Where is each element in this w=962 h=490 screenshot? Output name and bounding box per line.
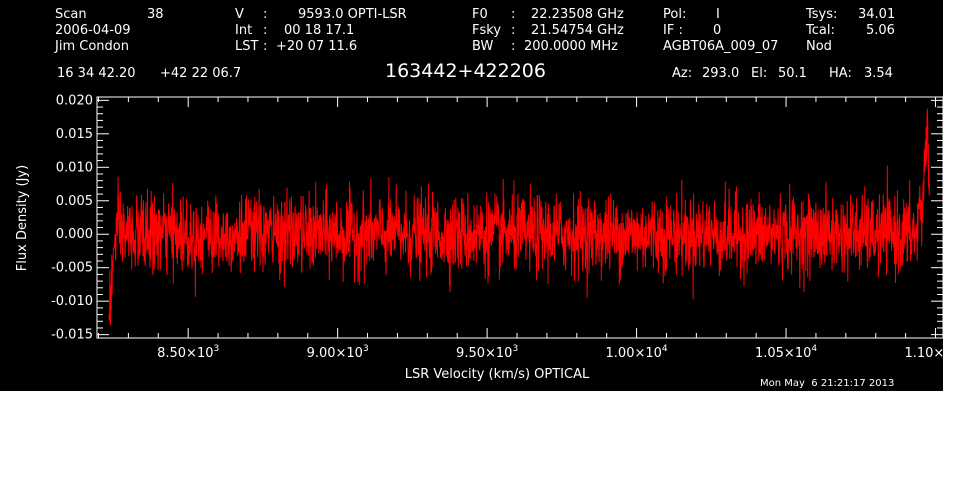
tcal-label: Tcal: xyxy=(806,23,835,38)
bw-label: BW xyxy=(472,39,494,54)
x-tick-label: 8.50×103 xyxy=(157,344,219,361)
y-tick-label: -0.010 xyxy=(51,294,93,309)
lst-label: LST xyxy=(235,39,259,54)
tcal-value: 5.06 xyxy=(866,23,895,38)
y-tick-label: 0.015 xyxy=(56,127,93,142)
y-tick-label: 0.000 xyxy=(56,227,93,242)
v-sep: : xyxy=(263,7,268,22)
int-value: 00 18 17.1 xyxy=(284,23,355,38)
if-label: IF : xyxy=(663,23,683,38)
spectrum-series-line xyxy=(108,108,930,326)
x-tick-label: 1.10×104 xyxy=(904,344,943,361)
plot-window: Scan 38 V : 9593.0 OPTI-LSR F0 : 22.2350… xyxy=(0,0,943,391)
f0-value: 22.23508 GHz xyxy=(531,7,624,22)
y-tick-label: 0.010 xyxy=(56,160,93,175)
y-tick-label: -0.015 xyxy=(51,328,93,343)
axes: -0.015 -0.010 -0.005 0.000 0.005 0.010 0.015 0.… xyxy=(51,93,943,361)
fsky-sep: : xyxy=(511,23,516,38)
ha-value: 3.54 xyxy=(864,66,893,81)
spectrum-trace-layer xyxy=(108,108,930,326)
tsys-label: Tsys: xyxy=(806,7,838,22)
observer-name: Jim Condon xyxy=(55,39,129,54)
f0-sep: : xyxy=(511,7,516,22)
pol-value: I xyxy=(716,7,720,22)
axis-labels: Flux Density (Jy) LSR Velocity (km/s) OP… xyxy=(15,165,590,382)
fsky-value: 21.54754 GHz xyxy=(531,23,624,38)
y-tick-label: -0.005 xyxy=(51,261,93,276)
el-label: El: xyxy=(751,66,768,81)
obs-date: 2006-04-09 xyxy=(55,23,131,38)
x-axis-label: LSR Velocity (km/s) OPTICAL xyxy=(405,367,590,382)
v-label: V xyxy=(235,7,244,22)
scan-value: 38 xyxy=(147,7,164,22)
dec-coord: +42 22 06.7 xyxy=(160,66,242,81)
bw-sep: : xyxy=(511,39,516,54)
tsys-value: 34.01 xyxy=(858,7,896,22)
int-sep: : xyxy=(263,23,268,38)
f0-label: F0 xyxy=(472,7,488,22)
int-label: Int xyxy=(235,23,253,38)
spectrum-chart: -0.015 -0.010 -0.005 0.000 0.005 0.010 0.015 0.… xyxy=(15,93,943,382)
plot-frame xyxy=(96,96,943,339)
bw-value: 200.0000 MHz xyxy=(524,39,618,54)
obs-mode: Nod xyxy=(806,39,832,54)
ra-coord: 16 34 42.20 xyxy=(57,66,136,81)
x-tick-label: 9.00×103 xyxy=(307,344,369,361)
az-value: 293.0 xyxy=(702,66,740,81)
if-value: 0 xyxy=(713,23,722,38)
x-tick-label: 9.50×103 xyxy=(456,344,518,361)
el-value: 50.1 xyxy=(778,66,807,81)
scan-label: Scan xyxy=(55,7,87,22)
v-value: 9593.0 OPTI-LSR xyxy=(298,7,407,22)
source-name: 163442+422206 xyxy=(385,60,546,82)
x-tick-label: 1.00×104 xyxy=(606,344,668,361)
lst-sep: : xyxy=(263,39,268,54)
fsky-label: Fsky xyxy=(472,23,502,38)
x-tick-label: 1.05×104 xyxy=(755,344,817,361)
y-tick-label: 0.020 xyxy=(56,93,93,108)
y-tick-label: 0.005 xyxy=(56,194,93,209)
lst-value: +20 07 11.6 xyxy=(276,39,358,54)
az-label: Az: xyxy=(672,66,693,81)
plot-timestamp: Mon May 6 21:21:17 2013 xyxy=(760,378,895,389)
pol-label: Pol: xyxy=(663,7,687,22)
ha-label: HA: xyxy=(829,66,852,81)
project-id: AGBT06A_009_07 xyxy=(663,39,779,54)
y-axis-label: Flux Density (Jy) xyxy=(15,165,30,271)
